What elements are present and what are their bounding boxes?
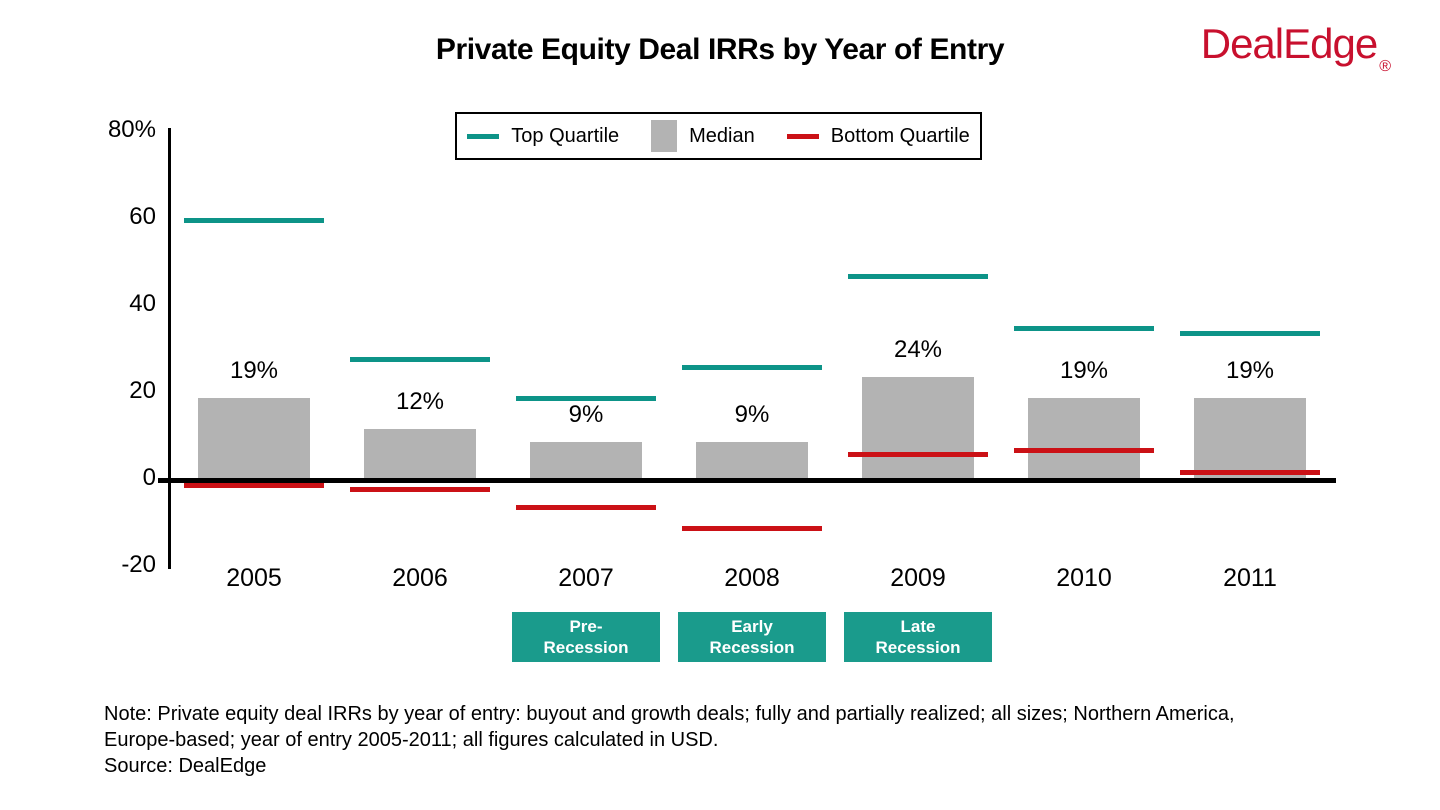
note-line-2: Europe-based; year of entry 2005-2011; a… [104,729,719,751]
bottom-quartile-line [516,504,656,510]
recession-badge-line: Recession [875,638,961,657]
y-axis-tick-label: 60 [129,203,156,230]
top-quartile-line [1180,330,1320,336]
median-value-label: 24% [893,335,943,363]
recession-badge-line: Recession [543,638,629,657]
brand-name: DealEdge [1200,20,1378,67]
median-value-label: 19% [229,357,279,385]
bottom-quartile-line [1180,469,1320,475]
median-square-swatch [651,120,678,152]
bottom-quartile-line-swatch [786,133,819,139]
recession-badge-line: Early [731,617,773,636]
top-quartile-line [848,274,988,280]
y-axis-line [168,128,171,569]
x-axis-year-label: 2010 [1056,564,1112,592]
recession-badge-line: Recession [709,638,795,657]
x-axis-year-label: 2006 [392,564,448,592]
recession-badge: Early Recession [678,612,826,662]
page-title: Private Equity Deal IRRs by Year of Entr… [435,33,1005,66]
x-axis-zero-line [158,478,1336,483]
median-value-label: 19% [1225,357,1275,385]
median-bar [862,376,974,481]
y-axis-tick-label: 20 [129,377,156,404]
x-axis-year-label: 2009 [890,564,946,592]
y-axis-tick-label: 80% [107,116,156,143]
brand-logo: DealEdge ® [1200,20,1391,75]
median-value-label: 19% [1059,357,1109,385]
x-axis-year-label: 2011 [1223,564,1277,592]
median-bar [1028,398,1140,481]
top-quartile-line [350,356,490,362]
bottom-quartile-line [184,482,324,488]
x-axis-year-label: 2007 [558,564,614,592]
top-quartile-line [1014,326,1154,332]
recession-badge-line: Late [900,617,936,636]
footnote: Note: Private equity deal IRRs by year o… [104,701,1235,779]
median-bar [530,441,642,481]
median-bar [198,398,310,481]
median-bar [1194,398,1306,481]
recession-badge-line: Pre- [569,617,603,636]
median-bar [696,441,808,481]
bottom-quartile-line [848,452,988,458]
legend-label: Top Quartile [511,124,620,147]
legend: Top Quartile Median Bottom Quartile [455,112,982,160]
recession-badge: Pre- Recession [512,612,660,662]
legend-label: Bottom Quartile [830,124,970,147]
bottom-quartile-line [682,526,822,532]
top-quartile-line-swatch [467,133,500,139]
median-value-label: 9% [734,400,770,428]
y-axis-tick-label: 40 [129,290,156,317]
top-quartile-line [682,365,822,371]
median-bar [364,428,476,481]
bottom-quartile-line [350,487,490,493]
y-axis-tick-label: -20 [121,551,156,578]
legend-label: Median [689,124,755,147]
median-value-label: 12% [395,387,445,415]
top-quartile-line [184,217,324,223]
registered-trademark-symbol: ® [1379,58,1391,75]
legend-item-median: Median [651,120,755,152]
note-line-1: Note: Private equity deal IRRs by year o… [104,703,1235,725]
recession-badge: Late Recession [844,612,992,662]
bottom-quartile-line [1014,448,1154,454]
y-axis-tick-label: 0 [142,464,156,491]
legend-item-top-quartile: Top Quartile [467,125,619,148]
source-line: Source: DealEdge [104,755,267,777]
top-quartile-line [516,395,656,401]
x-axis-year-label: 2005 [226,564,282,592]
x-axis-year-label: 2008 [724,564,780,592]
legend-item-bottom-quartile: Bottom Quartile [786,124,970,148]
median-value-label: 9% [568,400,604,428]
